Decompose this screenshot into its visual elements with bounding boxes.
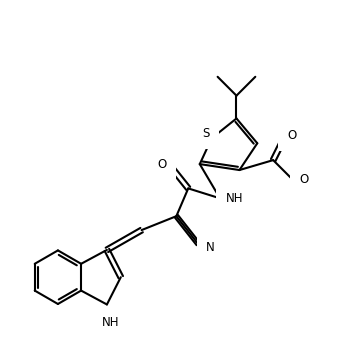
Text: NH: NH [102, 316, 120, 329]
Text: S: S [202, 127, 209, 140]
Text: O: O [299, 174, 308, 187]
Text: O: O [287, 129, 296, 142]
Text: O: O [157, 158, 167, 171]
Text: N: N [206, 241, 215, 254]
Text: NH: NH [226, 192, 244, 205]
